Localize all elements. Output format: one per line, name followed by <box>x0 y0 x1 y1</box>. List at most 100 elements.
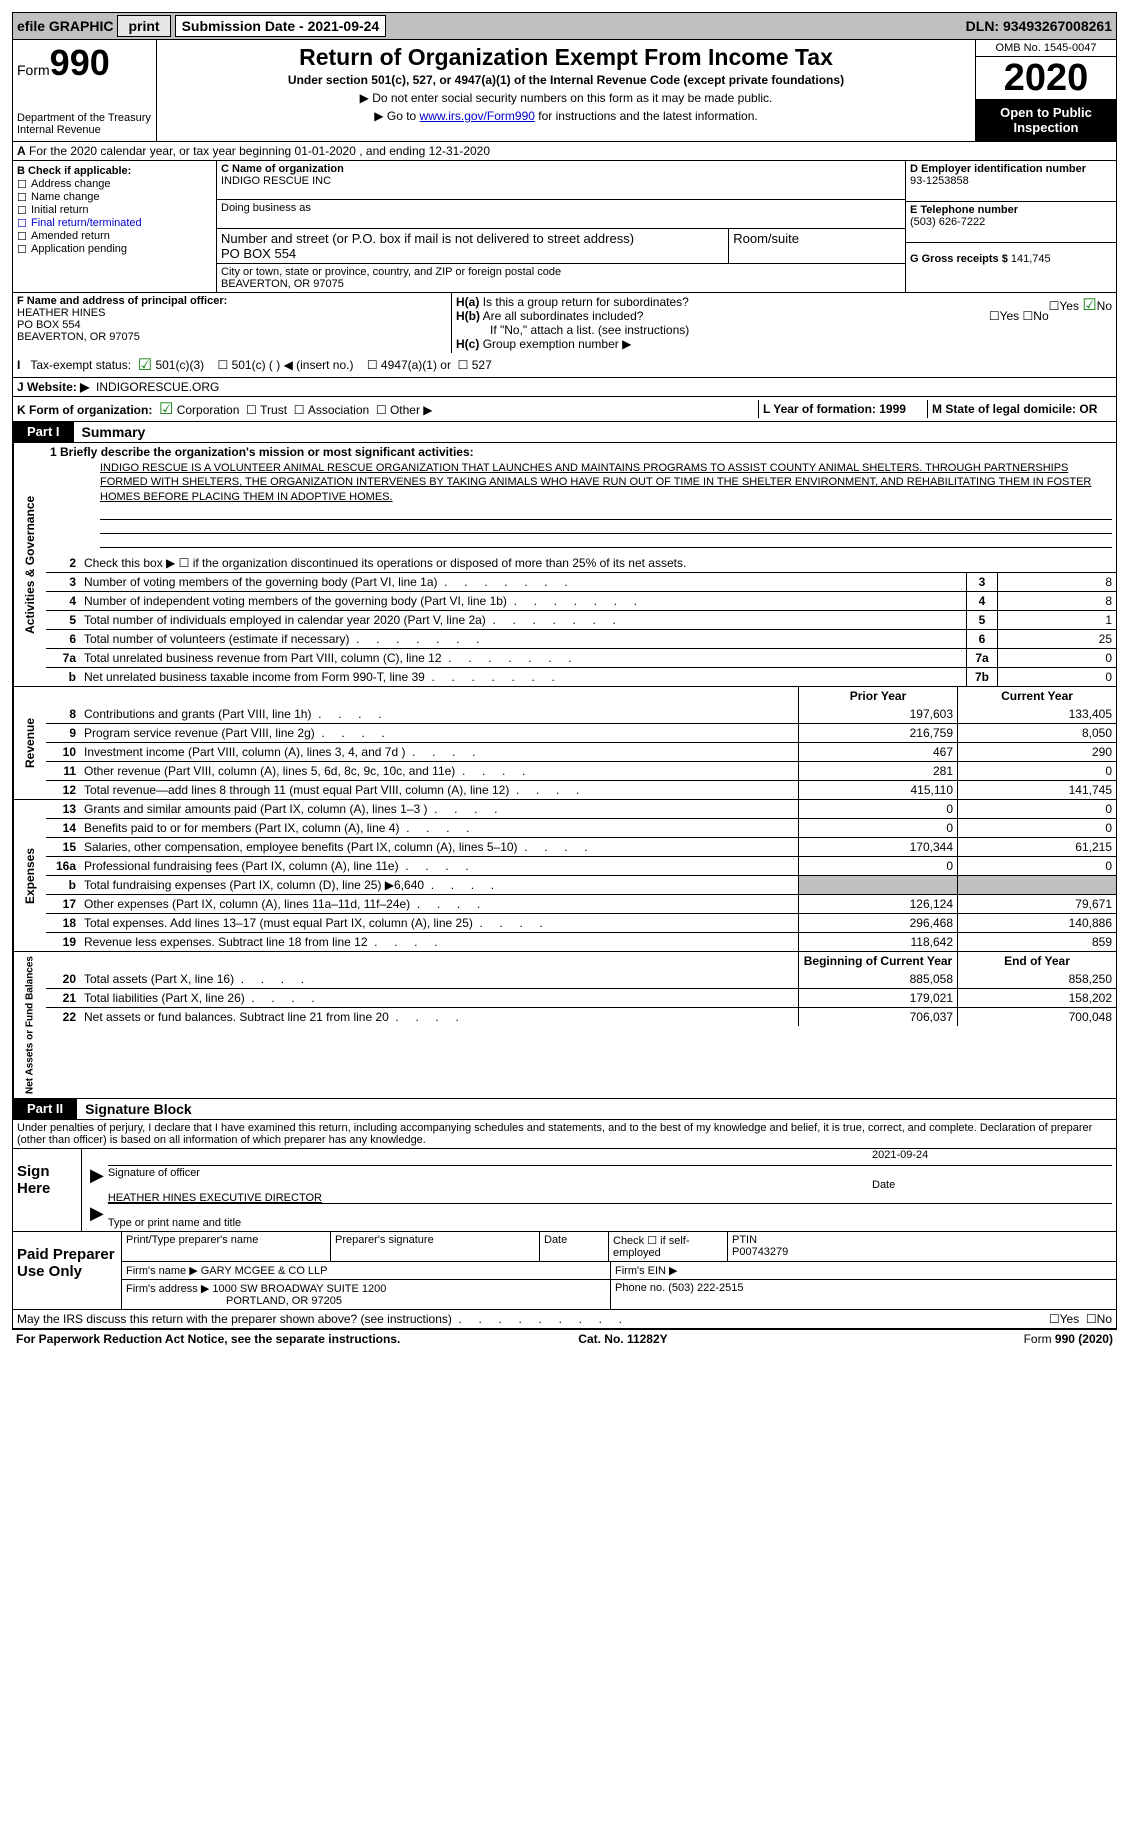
row-j: J Website: ▶ INDIGORESCUE.ORG <box>12 378 1117 397</box>
table-row: bNet unrelated business taxable income f… <box>46 667 1116 686</box>
pointer-icon: ▶ <box>86 1203 108 1229</box>
chk-amended[interactable]: Amended return <box>17 230 212 242</box>
efile-label: efile GRAPHIC <box>17 18 113 34</box>
chk-name[interactable]: Name change <box>17 191 212 203</box>
vtab-governance: Activities & Governance <box>13 443 46 686</box>
table-row: bTotal fundraising expenses (Part IX, co… <box>46 875 1116 894</box>
gross-receipts: 141,745 <box>1011 253 1051 265</box>
org-city: BEAVERTON, OR 97075 <box>221 278 344 290</box>
vtab-net: Net Assets or Fund Balances <box>13 952 46 1098</box>
table-row: 15Salaries, other compensation, employee… <box>46 837 1116 856</box>
table-row: 6Total number of volunteers (estimate if… <box>46 629 1116 648</box>
header-boxes: B Check if applicable: Address change Na… <box>12 161 1117 292</box>
officer-name: HEATHER HINES <box>17 307 105 319</box>
box-fh: F Name and address of principal officer:… <box>12 292 1117 353</box>
vtab-revenue: Revenue <box>13 687 46 799</box>
table-row: 22Net assets or fund balances. Subtract … <box>46 1007 1116 1026</box>
box-b: B Check if applicable: Address change Na… <box>13 161 217 292</box>
dba-label: Doing business as <box>221 202 311 214</box>
sig-officer-label: Signature of officer <box>108 1165 872 1191</box>
table-row: 18Total expenses. Add lines 13–17 (must … <box>46 913 1116 932</box>
chk-pending[interactable]: Application pending <box>17 243 212 255</box>
phone: (503) 626-7222 <box>910 216 985 228</box>
tax-year: 2020 <box>976 57 1116 99</box>
table-row: 12Total revenue—add lines 8 through 11 (… <box>46 780 1116 799</box>
table-row: 7aTotal unrelated business revenue from … <box>46 648 1116 667</box>
form-990: 990 <box>50 42 110 83</box>
open-to-public: Open to Public Inspection <box>976 99 1116 141</box>
irs-discuss-row: May the IRS discuss this return with the… <box>12 1310 1117 1329</box>
table-row: 21Total liabilities (Part X, line 26)179… <box>46 988 1116 1007</box>
print-button[interactable]: print <box>117 15 170 37</box>
form-number: Form990 <box>17 42 152 84</box>
goto-pre: ▶ Go to <box>374 109 419 123</box>
dept-irs: Internal Revenue <box>17 124 152 136</box>
part-1-header: Part I Summary <box>12 422 1117 443</box>
page-footer: For Paperwork Reduction Act Notice, see … <box>12 1329 1117 1348</box>
table-row: 14Benefits paid to or for members (Part … <box>46 818 1116 837</box>
org-name: INDIGO RESCUE INC <box>221 175 331 187</box>
table-row: 8Contributions and grants (Part VIII, li… <box>46 705 1116 723</box>
form-title: Return of Organization Exempt From Incom… <box>161 44 971 71</box>
dln-label: DLN: 93493267008261 <box>966 18 1112 34</box>
box-b-title: B Check if applicable: <box>17 165 131 177</box>
firm-phone: (503) 222-2515 <box>668 1282 743 1294</box>
section-net-assets: Net Assets or Fund Balances Beginning of… <box>12 952 1117 1099</box>
sign-here-block: Sign Here ▶ Signature of officer 2021-09… <box>12 1149 1117 1232</box>
perjury-text: Under penalties of perjury, I declare th… <box>12 1120 1117 1149</box>
top-bar: efile GRAPHIC print Submission Date - 20… <box>12 12 1117 40</box>
section-expenses: Expenses 13Grants and similar amounts pa… <box>12 800 1117 952</box>
chk-501c3-icon: ☑ <box>138 355 152 375</box>
omb-number: OMB No. 1545-0047 <box>976 40 1116 57</box>
part-2-header: Part II Signature Block <box>12 1099 1117 1120</box>
table-row: 13Grants and similar amounts paid (Part … <box>46 800 1116 818</box>
line-a-text: For the 2020 calendar year, or tax year … <box>29 144 490 158</box>
table-row: 19Revenue less expenses. Subtract line 1… <box>46 932 1116 951</box>
submission-date: Submission Date - 2021-09-24 <box>175 15 387 37</box>
table-row: 4Number of independent voting members of… <box>46 591 1116 610</box>
firm-name: GARY MCGEE & CO LLP <box>201 1265 328 1277</box>
form-header: Form990 Department of the Treasury Inter… <box>12 40 1117 142</box>
ptin: P00743279 <box>732 1246 788 1258</box>
chk-initial[interactable]: Initial return <box>17 204 212 216</box>
room-label: Room/suite <box>733 231 799 246</box>
goto-post: for instructions and the latest informat… <box>535 109 758 123</box>
org-street: PO BOX 554 <box>221 246 296 261</box>
form-subtitle: Under section 501(c), 527, or 4947(a)(1)… <box>161 73 971 87</box>
pointer-icon: ▶ <box>86 1165 108 1191</box>
table-row: 10Investment income (Part VIII, column (… <box>46 742 1116 761</box>
form-word: Form <box>17 62 50 78</box>
paid-preparer-block: Paid Preparer Use Only Print/Type prepar… <box>12 1232 1117 1310</box>
chk-final[interactable]: Final return/terminated <box>17 217 212 229</box>
table-row: 17Other expenses (Part IX, column (A), l… <box>46 894 1116 913</box>
chk-address[interactable]: Address change <box>17 178 212 190</box>
officer-printed: HEATHER HINES EXECUTIVE DIRECTOR <box>108 1192 322 1204</box>
section-revenue: Revenue Prior Year Current Year 8Contrib… <box>12 687 1117 800</box>
box-f: F Name and address of principal officer:… <box>13 293 452 353</box>
table-row: 20Total assets (Part X, line 16)885,0588… <box>46 970 1116 988</box>
table-row: 16aProfessional fundraising fees (Part I… <box>46 856 1116 875</box>
sign-date: 2021-09-24 <box>872 1149 928 1161</box>
line-a: A For the 2020 calendar year, or tax yea… <box>12 142 1117 161</box>
year-formation: L Year of formation: 1999 <box>763 402 906 416</box>
dept-treasury: Department of the Treasury <box>17 112 152 124</box>
table-row: 9Program service revenue (Part VIII, lin… <box>46 723 1116 742</box>
irs-link[interactable]: www.irs.gov/Form990 <box>420 109 535 123</box>
ein: 93-1253858 <box>910 175 969 187</box>
state-domicile: M State of legal domicile: OR <box>932 402 1097 416</box>
table-row: 2Check this box ▶ ☐ if the organization … <box>46 554 1116 572</box>
section-governance: Activities & Governance 1 Briefly descri… <box>12 443 1117 687</box>
sign-here-label: Sign Here <box>13 1149 81 1231</box>
box-c: C Name of organization INDIGO RESCUE INC… <box>217 161 905 292</box>
table-row: 11Other revenue (Part VIII, column (A), … <box>46 761 1116 780</box>
vtab-expenses: Expenses <box>13 800 46 951</box>
firm-address: 1000 SW BROADWAY SUITE 1200 <box>212 1283 386 1295</box>
row-i: I Tax-exempt status: ☑ 501(c)(3) ☐ 501(c… <box>12 353 1117 378</box>
table-row: 5Total number of individuals employed in… <box>46 610 1116 629</box>
table-row: 3Number of voting members of the governi… <box>46 572 1116 591</box>
box-h: H(a) Is this a group return for subordin… <box>452 293 1116 353</box>
mission-text: INDIGO RESCUE IS A VOLUNTEER ANIMAL RESC… <box>46 461 1116 506</box>
note-ssn: ▶ Do not enter social security numbers o… <box>161 91 971 105</box>
row-klm: K Form of organization: ☑ Corporation ☐ … <box>12 397 1117 422</box>
cat-no: Cat. No. 11282Y <box>578 1332 667 1346</box>
